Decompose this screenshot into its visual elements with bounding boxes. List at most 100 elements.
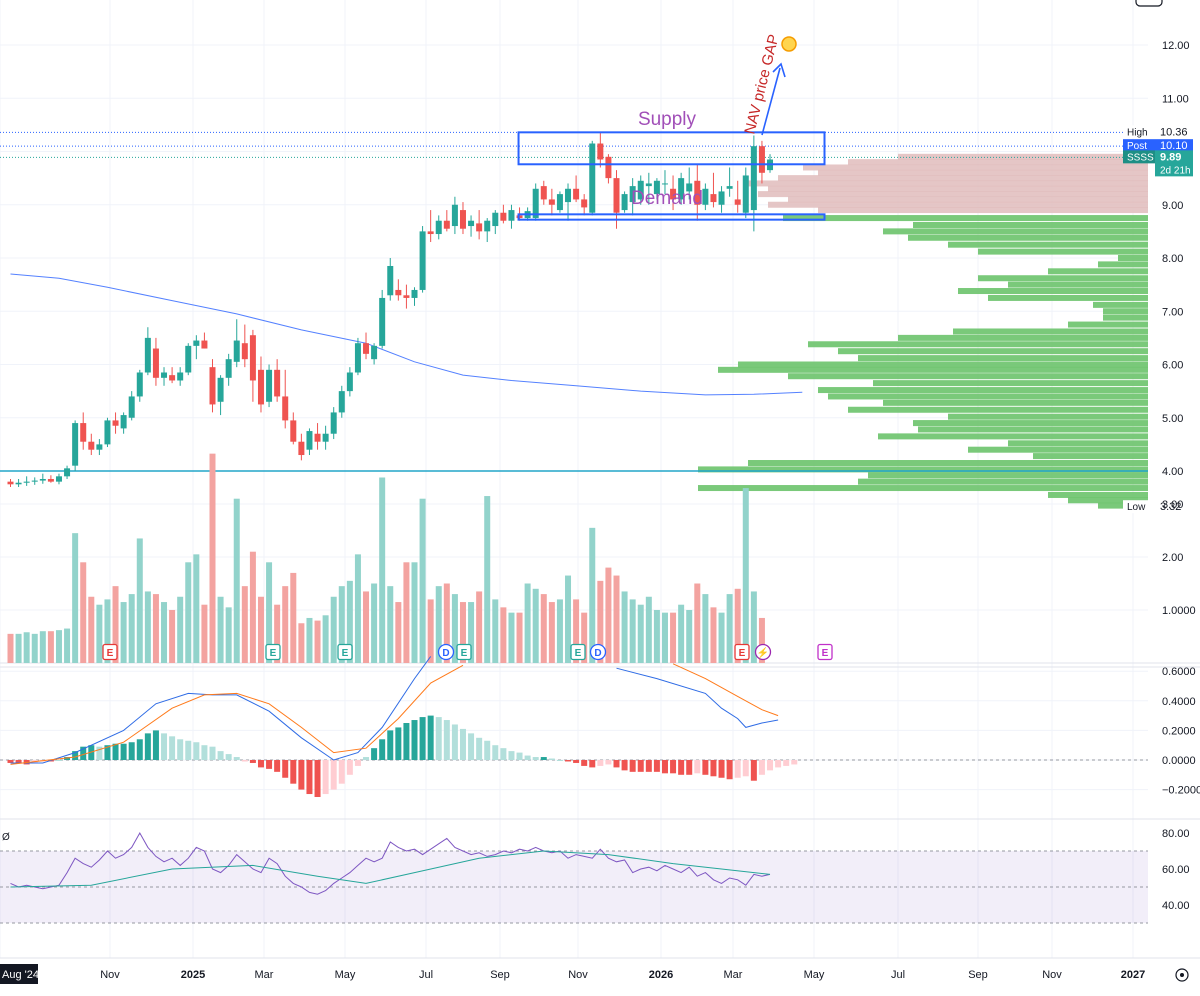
macd-hist-bar bbox=[726, 760, 733, 780]
price-tag-countdown: 2d 21h bbox=[1160, 165, 1191, 176]
volume-bar bbox=[670, 612, 677, 663]
candle-body bbox=[548, 199, 555, 205]
vp-bar-0 bbox=[898, 153, 1148, 160]
macd-hist-bar bbox=[15, 760, 22, 763]
candle-body bbox=[750, 146, 757, 211]
vp-bar-7 bbox=[758, 191, 1148, 198]
candle-body bbox=[104, 420, 111, 445]
candle-body bbox=[217, 377, 224, 402]
rsi-pane-label: Ø bbox=[2, 832, 10, 843]
candle-body bbox=[597, 143, 604, 160]
vp-bar-48 bbox=[748, 460, 1148, 467]
candle-body bbox=[363, 343, 370, 354]
candle-body bbox=[144, 337, 151, 373]
vp-bar-23 bbox=[988, 294, 1148, 301]
macd-hist-bar bbox=[120, 743, 127, 760]
event-marker-label: E bbox=[575, 648, 582, 659]
macd-hist-bar bbox=[112, 743, 119, 760]
macd-hist-bar bbox=[161, 733, 168, 760]
macd-hist-bar bbox=[484, 740, 491, 760]
vp-bar-14 bbox=[908, 234, 1148, 241]
volume-bar bbox=[290, 572, 297, 663]
vp-bar-10 bbox=[818, 207, 1148, 214]
candle-body bbox=[451, 204, 458, 227]
vp-bar-12 bbox=[913, 221, 1148, 228]
vp-bar-24 bbox=[1093, 301, 1148, 308]
macd-hist-bar bbox=[104, 745, 111, 760]
price-tick-label: 6.00 bbox=[1162, 360, 1183, 372]
macd-hist-bar bbox=[613, 760, 620, 768]
volume-bar bbox=[346, 580, 353, 663]
candle-body bbox=[419, 231, 426, 290]
macd-hist-bar bbox=[419, 717, 426, 760]
vp-bar-31 bbox=[838, 348, 1148, 355]
price-tick-label: 12.00 bbox=[1162, 40, 1190, 52]
volume-bar bbox=[314, 620, 321, 663]
volume-bar bbox=[322, 615, 329, 663]
candle-body bbox=[694, 180, 701, 205]
macd-hist-bar bbox=[338, 760, 345, 784]
candle-body bbox=[758, 146, 765, 173]
macd-hist-bar bbox=[274, 760, 281, 772]
macd-hist-bar bbox=[742, 760, 749, 777]
macd-hist-bar bbox=[670, 760, 677, 774]
macd-hist-bar bbox=[459, 728, 466, 760]
volume-bar bbox=[144, 591, 151, 663]
macd-hist-bar bbox=[524, 755, 531, 760]
volume-bar bbox=[55, 630, 62, 663]
macd-hist-bar bbox=[96, 746, 103, 760]
macd-hist-bar bbox=[201, 745, 208, 760]
macd-hist-bar bbox=[451, 724, 458, 760]
macd-hist-bar bbox=[653, 760, 660, 772]
candle-body bbox=[500, 212, 507, 221]
macd-hist-bar bbox=[88, 745, 95, 760]
macd-hist-bar bbox=[330, 760, 337, 790]
vp-bar-46 bbox=[968, 446, 1148, 453]
macd-hist-bar bbox=[290, 760, 297, 784]
volume-bar bbox=[257, 596, 264, 663]
macd-hist-bar bbox=[516, 752, 523, 760]
candle-body bbox=[47, 478, 54, 482]
rsi-line bbox=[10, 831, 771, 895]
volume-bar bbox=[241, 586, 248, 663]
volume-bar bbox=[23, 632, 30, 663]
macd-hist-bar bbox=[144, 733, 151, 760]
vp-bar-37 bbox=[818, 387, 1148, 394]
macd-hist-bar bbox=[346, 760, 353, 775]
volume-bar bbox=[702, 594, 709, 663]
candle-body bbox=[661, 183, 668, 185]
event-marker-label: D bbox=[594, 648, 601, 659]
price-tag-value: 3.32 bbox=[1160, 501, 1181, 513]
candle-body bbox=[371, 345, 378, 360]
candle-body bbox=[88, 441, 95, 450]
volume-bar bbox=[120, 602, 127, 663]
macd-signal-line bbox=[10, 664, 464, 765]
candle-body bbox=[637, 180, 644, 200]
macd-hist-bar bbox=[387, 730, 394, 760]
macd-hist-bar bbox=[645, 760, 652, 772]
candle-body bbox=[225, 359, 232, 378]
macd-hist-bar bbox=[556, 760, 563, 761]
volume-bar bbox=[379, 477, 386, 663]
price-tag-value: 9.89 bbox=[1160, 151, 1181, 163]
candle-body bbox=[39, 478, 46, 481]
time-tick-label: 2026 bbox=[649, 969, 673, 981]
price-tag-title: Post bbox=[1127, 141, 1147, 152]
candle-body bbox=[112, 420, 119, 426]
candle-body bbox=[508, 210, 515, 221]
time-tick-label: Mar bbox=[255, 969, 274, 981]
volume-bar bbox=[266, 562, 273, 663]
vp-bar-33 bbox=[738, 361, 1148, 368]
candle-body bbox=[468, 220, 475, 227]
macd-tick-label: −0.2000 bbox=[1162, 785, 1200, 797]
event-marker-label: E bbox=[342, 648, 349, 659]
macd-hist-bar bbox=[532, 757, 539, 760]
macd-hist-bar bbox=[492, 745, 499, 760]
time-tick-label: Nov bbox=[568, 969, 588, 981]
time-tick-label: May bbox=[804, 969, 825, 981]
volume-bar bbox=[718, 612, 725, 663]
time-cursor-label: Aug '24 bbox=[2, 969, 39, 981]
macd-hist-bar bbox=[750, 760, 757, 781]
